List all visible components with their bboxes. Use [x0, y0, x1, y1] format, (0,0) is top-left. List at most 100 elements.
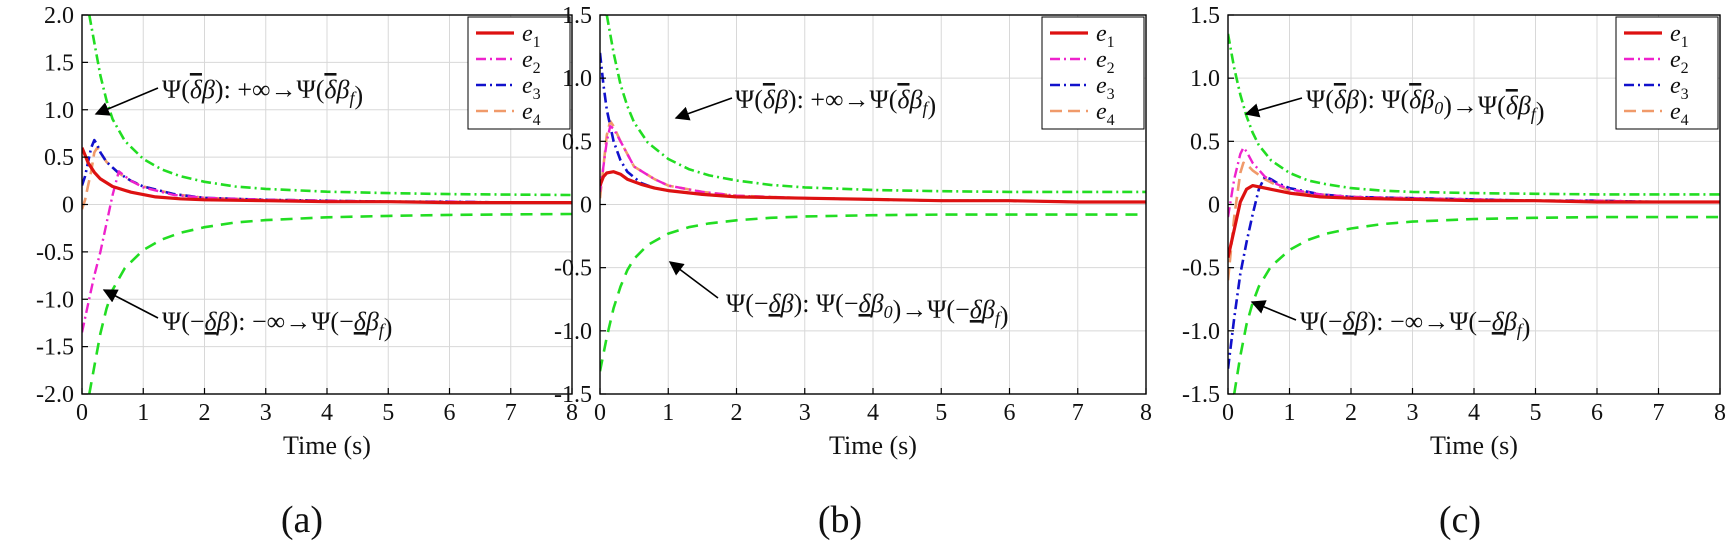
x-tick-label: 4 [867, 400, 879, 426]
panel-caption: (a) [281, 499, 323, 541]
y-tick-label: 0.5 [562, 129, 592, 155]
legend-label-e1: e1 [522, 21, 541, 51]
series-line-lower-bound [1232, 215, 1720, 394]
x-tick-label: 3 [260, 400, 272, 426]
y-tick-label: 0.5 [44, 145, 74, 171]
x-axis-label: Time (s) [283, 431, 371, 460]
x-tick-label: 4 [321, 400, 333, 426]
x-tick-label: 6 [1004, 400, 1016, 426]
legend-label-e3: e3 [1096, 73, 1115, 103]
y-tick-label: -0.5 [554, 256, 592, 282]
series-line-e1 [1228, 184, 1720, 258]
legend-label-e1: e1 [1096, 21, 1115, 51]
x-axis-label: Time (s) [1430, 431, 1518, 460]
annotation-lower-bound: Ψ(−δβ): Ψ(−δβ0)→Ψ(−δβf) [726, 289, 1009, 330]
y-tick-label: -1.5 [1182, 382, 1220, 408]
y-tick-label: 2.0 [44, 3, 74, 29]
x-tick-label: 8 [1140, 400, 1152, 426]
series-line-lower-bound [88, 212, 572, 394]
x-axis-label: Time (s) [829, 431, 917, 460]
legend-label-e4: e4 [1670, 99, 1689, 129]
annotation-arrow [102, 289, 159, 319]
y-tick-label: 0 [62, 193, 74, 219]
y-tick-label: 1.5 [562, 3, 592, 29]
series-line-e1 [82, 147, 572, 205]
x-tick-label: 5 [1530, 400, 1542, 426]
x-tick-label: 7 [1072, 400, 1084, 426]
x-tick-label: 6 [1591, 400, 1603, 426]
legend-label-e2: e2 [522, 47, 541, 77]
series-line-e1 [600, 170, 1146, 204]
y-tick-label: -1.5 [36, 335, 74, 361]
y-tick-label: 1.5 [44, 50, 74, 76]
x-tick-label: 0 [76, 400, 88, 426]
panel-caption: (c) [1439, 499, 1481, 541]
legend-box [1041, 16, 1145, 130]
x-tick-label: 2 [1345, 400, 1357, 426]
panel-caption: (b) [818, 499, 862, 541]
series-line-upper-bound [88, 15, 572, 197]
x-tick-label: 8 [566, 400, 578, 426]
y-tick-label: 0 [1208, 193, 1220, 219]
y-tick-label: 1.0 [44, 98, 74, 124]
x-tick-label: 7 [505, 400, 517, 426]
x-tick-label: 6 [444, 400, 456, 426]
annotation-arrow [1244, 97, 1303, 118]
legend-label-e1: e1 [1670, 21, 1689, 51]
x-tick-label: 4 [1468, 400, 1480, 426]
series-line-lower-bound [600, 213, 1146, 372]
chart-panel-1: 0 1 2 3 4 5 6 7 8 -2.0 -1.5 -1.0 -0.5 0 0.5 1.0 1.5 2.0 Ti… [36, 3, 578, 541]
x-tick-label: 1 [137, 400, 149, 426]
x-tick-label: 0 [1222, 400, 1234, 426]
y-tick-label: -1.0 [36, 287, 74, 313]
series-line-e4 [600, 119, 1146, 204]
x-tick-label: 8 [1714, 400, 1726, 426]
y-tick-label: -1.0 [554, 319, 592, 345]
legend-label-e3: e3 [522, 73, 541, 103]
annotation-arrow [674, 97, 733, 121]
annotation-arrow [668, 261, 719, 299]
legend-box [467, 16, 571, 130]
y-tick-label: -1.5 [554, 382, 592, 408]
legend-label-e4: e4 [522, 99, 541, 129]
annotation-lower-bound: Ψ(−δβ): −∞→Ψ(−δβf) [1300, 307, 1530, 342]
series-group [600, 15, 1146, 372]
annotation-arrow [1250, 300, 1297, 321]
y-tick-label: 0 [580, 193, 592, 219]
annotation-lower-bound: Ψ(−δβ): −∞→Ψ(−δβf) [162, 307, 392, 342]
x-tick-label: 7 [1653, 400, 1665, 426]
x-tick-label: 1 [1284, 400, 1296, 426]
x-tick-label: 2 [199, 400, 211, 426]
x-tick-label: 1 [662, 400, 674, 426]
x-tick-label: 3 [799, 400, 811, 426]
x-tick-label: 0 [594, 400, 606, 426]
series-line-upper-bound [605, 15, 1146, 194]
x-tick-label: 5 [935, 400, 947, 426]
y-tick-label: -1.0 [1182, 319, 1220, 345]
annotation-upper-bound: Ψ(δβ): Ψ(δβ0)→Ψ(δβf) [1306, 85, 1544, 126]
legend-label-e3: e3 [1670, 73, 1689, 103]
x-tick-label: 3 [1407, 400, 1419, 426]
y-tick-label: 1.0 [562, 66, 592, 92]
legend-label-e2: e2 [1096, 47, 1115, 77]
x-tick-label: 2 [731, 400, 743, 426]
y-tick-label: -2.0 [36, 382, 74, 408]
legend-label-e4: e4 [1096, 99, 1115, 129]
x-tick-label: 5 [382, 400, 394, 426]
legend-label-e2: e2 [1670, 47, 1689, 77]
y-tick-label: 1.0 [1190, 66, 1220, 92]
chart-panel-3: 0 1 2 3 4 5 6 7 8 -1.5 -1.0 -0.5 0 0.5 1.0 1.5 Time (s) (… [1182, 3, 1726, 541]
annotation-upper-bound: Ψ(δβ): +∞→Ψ(δβf) [162, 75, 363, 110]
y-tick-label: 1.5 [1190, 3, 1220, 29]
annotation-upper-bound: Ψ(δβ): +∞→Ψ(δβf) [735, 85, 936, 120]
y-tick-label: 0.5 [1190, 129, 1220, 155]
series-group [82, 15, 572, 394]
y-tick-label: -0.5 [1182, 256, 1220, 282]
y-tick-label: -0.5 [36, 240, 74, 266]
annotation-arrow [94, 87, 159, 116]
